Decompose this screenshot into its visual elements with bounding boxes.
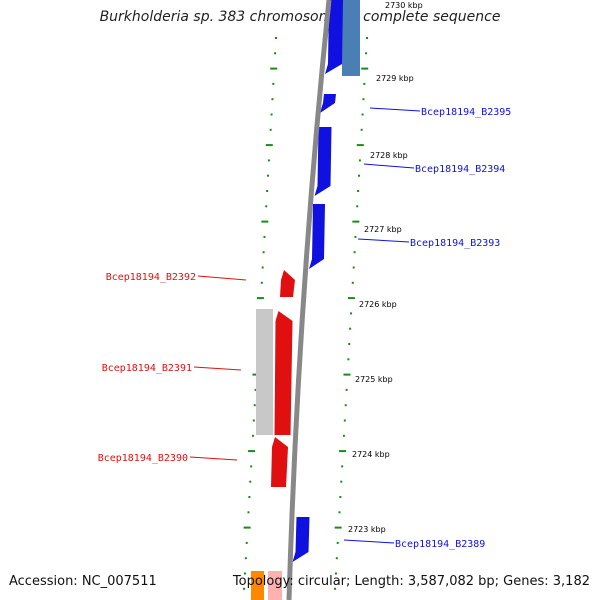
kbp-label: 2730 kbp: [385, 1, 423, 10]
kbp-label: 2729 kbp: [376, 74, 414, 83]
map-title: Burkholderia sp. 383 chromosome 2, compl…: [99, 9, 501, 25]
chromosome-backbone: [286, 0, 332, 600]
gene-label-bcep18194_b2392: Bcep18194_B2392: [106, 272, 196, 283]
gene-plus-b2393: [309, 204, 325, 269]
gene-label-bcep18194_b2394: Bcep18194_B2394: [415, 164, 505, 175]
gene-leader-line: [197, 275, 247, 281]
gene-label-bcep18194_b2391: Bcep18194_B2391: [102, 363, 192, 374]
kbp-label: 2727 kbp: [364, 225, 402, 234]
gene-pseudo: [256, 309, 273, 435]
gene-hypothetical-top: [342, 0, 360, 76]
gene-plus-b2395: [320, 94, 336, 113]
kbp-label: 2726 kbp: [359, 300, 397, 309]
gene-label-bcep18194_b2389: Bcep18194_B2389: [395, 539, 485, 550]
gene-leader-line: [363, 163, 415, 169]
accession-text: Accession: NC_007511: [9, 574, 157, 589]
gene-leader-line: [343, 539, 395, 544]
kbp-label: 2725 kbp: [355, 375, 393, 384]
gene-label-bcep18194_b2395: Bcep18194_B2395: [421, 107, 511, 118]
gene-minus-b2392: [280, 270, 295, 297]
gene-label-bcep18194_b2393: Bcep18194_B2393: [410, 238, 500, 249]
gene-labels: Bcep18194_B2395 Bcep18194_B2394 Bcep18194_…: [98, 107, 512, 550]
gene-track: [251, 0, 360, 600]
topology-text: Topology: circular; Length: 3,587,082 bp…: [232, 574, 590, 589]
gene-other: [251, 571, 264, 600]
gene-label-bcep18194_b2390: Bcep18194_B2390: [98, 453, 188, 464]
tick-column-right: [334, 37, 369, 590]
kbp-label: 2724 kbp: [352, 450, 390, 459]
gene-leader-line: [369, 107, 421, 112]
kbp-label: 2723 kbp: [348, 525, 386, 534]
kbp-labels: 2730 kbp 2729 kbp 2728 kbp 2727 kbp 2726 kbp…: [348, 1, 423, 534]
gene-plus-b2389: [292, 517, 310, 562]
gene-leader-line: [193, 366, 242, 371]
gene-leader-line: [357, 238, 410, 243]
gene-minus-b2390: [271, 437, 288, 487]
gene-other-faded: [268, 571, 282, 600]
gene-leader-line: [189, 456, 238, 461]
gene-minus-b2391: [274, 311, 293, 435]
kbp-label: 2728 kbp: [370, 151, 408, 160]
gene-plus-b2394: [314, 127, 332, 196]
